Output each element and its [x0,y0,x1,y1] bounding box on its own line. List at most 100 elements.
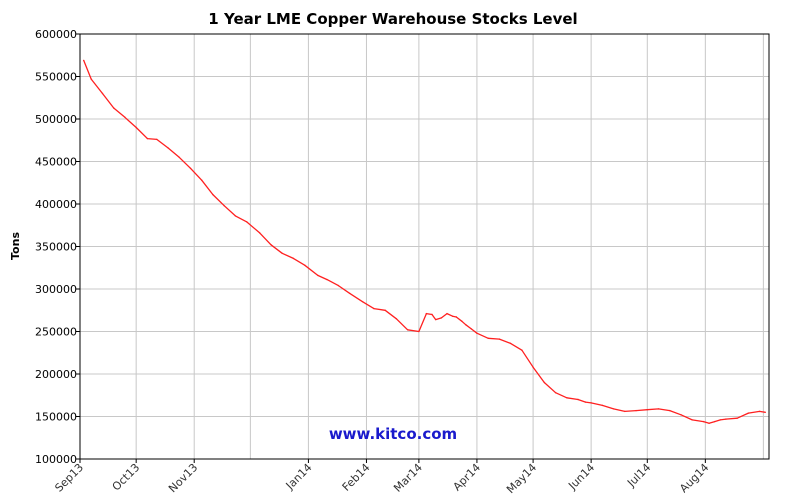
data-point [702,420,705,423]
data-point [509,342,512,345]
x-tick-label: Aug14 [677,461,711,495]
data-points [83,59,766,424]
data-point [601,404,604,407]
data-point [373,307,375,310]
data-point [764,411,766,413]
data-point [584,401,587,403]
y-tick-label: 550000 [35,71,77,84]
data-point [465,324,467,326]
chart-title: 1 Year LME Copper Warehouse Stocks Level [208,10,577,28]
data-point [259,232,261,234]
x-tick-label: Mar14 [391,461,425,495]
y-tick-label: 450000 [35,156,77,169]
data-point [657,408,660,410]
data-point [101,92,104,95]
data-point [406,329,409,331]
data-point [624,410,626,413]
data-point [431,313,433,316]
watermark-text: www.kitco.com [329,425,457,443]
data-point [189,167,192,169]
x-tick-label: Nov13 [166,461,200,495]
data-point [719,419,721,421]
data-point [156,138,158,141]
data-point [418,330,420,333]
data-point [451,315,454,317]
data-point [326,278,328,281]
data-point [554,392,557,394]
data-point [384,309,386,311]
data-point [476,332,478,334]
data-point [234,215,237,217]
data-point [270,244,272,246]
data-point [304,264,306,266]
data-point [577,398,579,401]
x-tick-label: Jul14 [624,461,653,490]
data-point [461,320,463,322]
y-axis-label: Tons [9,232,22,260]
x-tick-label: Feb14 [340,461,373,494]
y-tick-label: 150000 [35,411,77,424]
data-point [470,328,472,330]
data-point [435,318,437,321]
data-point [725,418,727,420]
data-point [440,317,443,319]
y-axis: 100000 150000 200000 250000 300000 350000 4000… [35,28,80,466]
x-tick-label: Oct13 [110,461,143,494]
data-point [201,179,203,181]
data-point [245,221,248,223]
data-point [337,284,340,287]
data-point [425,312,428,315]
data-point [83,59,85,62]
y-tick-label: 100000 [35,453,77,466]
data-point [90,78,92,80]
y-tick-label: 500000 [35,113,77,126]
x-axis: Sep13 Oct13 Nov13 Jan14 Feb14 Mar14 Apr14 May14… [52,459,711,496]
y-tick-label: 400000 [35,198,77,211]
data-point [521,349,523,351]
data-point [487,337,489,339]
data-point [212,193,214,196]
data-point [669,409,671,412]
data-point [446,312,448,315]
data-point [708,422,710,424]
y-tick-label: 250000 [35,326,77,339]
series-line [83,60,766,424]
x-tick-label: Apr14 [450,461,483,494]
data-point [646,409,648,411]
data-point [317,274,319,277]
data-point [758,410,761,413]
data-point [281,252,283,254]
data-point [292,257,295,260]
y-tick-label: 600000 [35,28,77,41]
data-point [113,107,115,109]
data-point [691,419,693,421]
x-tick-label: Jan14 [283,461,315,493]
y-tick-label: 300000 [35,283,77,296]
x-tick-label: May14 [504,461,539,496]
data-point [635,409,637,412]
x-tick-label: Jun14 [565,461,597,493]
data-point [146,137,149,140]
data-point [714,420,716,423]
grid [79,33,769,460]
data-point [747,412,750,414]
data-point [455,316,457,318]
data-point [532,366,534,368]
data-point [736,417,738,419]
data-point [178,156,180,158]
data-point [135,126,137,129]
data-point [167,147,169,149]
data-point [498,338,501,340]
data-point [612,408,615,410]
data-point [348,292,351,294]
data-point [680,414,682,416]
data-point [543,381,545,384]
data-point [590,402,592,404]
y-tick-label: 200000 [35,368,77,381]
y-tick-label: 350000 [35,241,77,254]
data-point [566,397,568,399]
data-point [395,318,398,320]
data-point [124,116,126,119]
data-point [223,205,225,207]
